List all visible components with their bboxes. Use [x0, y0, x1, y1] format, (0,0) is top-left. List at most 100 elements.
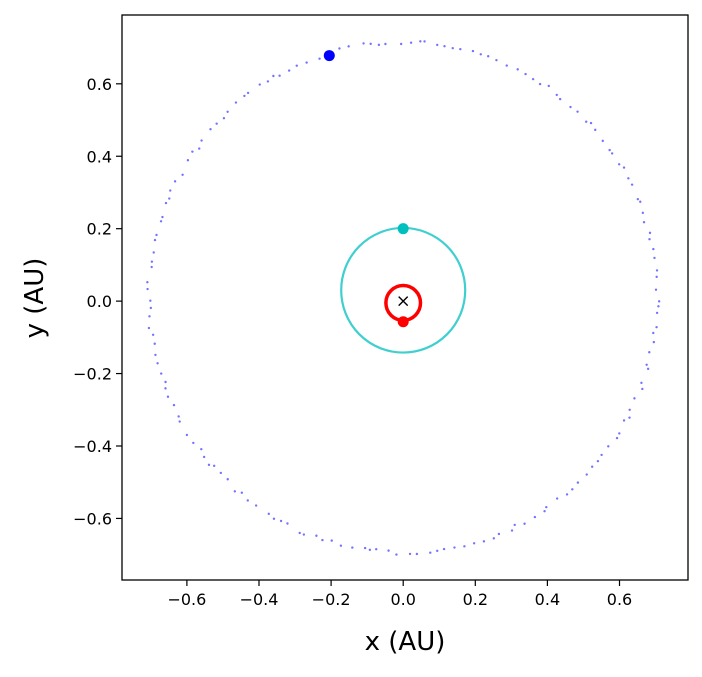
- x-tick-label: 0.0: [390, 590, 415, 609]
- orbit-point: [164, 380, 167, 384]
- x-tick-label: 0.4: [535, 590, 560, 609]
- body-marker: [397, 223, 409, 235]
- orbit-point: [160, 372, 163, 375]
- orbit-point: [258, 83, 261, 86]
- orbit-point: [202, 455, 206, 459]
- orbit-point: [648, 238, 651, 241]
- orbit-point: [200, 447, 203, 451]
- orbit-point: [153, 342, 156, 345]
- orbit-point: [639, 200, 642, 203]
- orbit-point: [513, 523, 516, 527]
- orbit-point: [330, 539, 333, 542]
- orbit-point: [318, 57, 321, 60]
- orbit-point: [286, 522, 289, 525]
- orbit-point: [409, 41, 413, 44]
- orbit-point: [615, 436, 619, 440]
- orbit-point: [495, 58, 498, 62]
- orbit-point: [387, 549, 390, 552]
- orbit-point: [152, 251, 155, 254]
- orbit-point: [148, 315, 151, 318]
- y-tick-label: 0.6: [87, 75, 112, 94]
- orbit-point: [622, 419, 626, 422]
- orbit-point: [149, 299, 152, 302]
- orbit-point: [451, 46, 454, 50]
- orbit-point: [538, 82, 542, 86]
- orbit-point: [657, 300, 661, 303]
- orbit-point: [419, 40, 422, 43]
- orbit-point: [156, 362, 159, 365]
- orbit-point: [655, 311, 659, 315]
- orbit-point: [600, 453, 603, 457]
- orbit-point: [186, 159, 190, 162]
- orbit-point: [617, 163, 621, 166]
- y-tick-label: 0.4: [87, 147, 112, 166]
- body-marker: [397, 316, 409, 328]
- orbit-point: [191, 150, 194, 153]
- orbit-point: [646, 367, 650, 371]
- orbit-point: [198, 147, 201, 150]
- x-axis-label: x (AU): [365, 627, 446, 657]
- orbit-point: [596, 459, 600, 463]
- orbit-point: [408, 552, 412, 556]
- orbit-point: [459, 47, 462, 51]
- orbit-point: [395, 553, 398, 556]
- orbit-point: [212, 464, 216, 468]
- body-marker: [323, 50, 335, 62]
- orbit-point: [610, 152, 614, 155]
- orbit-point: [453, 546, 456, 549]
- orbit-point: [463, 545, 466, 548]
- orbit-point: [168, 197, 171, 200]
- orbit-series-0: [146, 40, 661, 556]
- y-axis-ticks: −0.6 −0.4 −0.2 0.0 0.2 0.4 0.6: [73, 75, 122, 528]
- orbit-point: [487, 55, 490, 58]
- orbit-point: [155, 233, 158, 237]
- orbit-point: [555, 497, 559, 500]
- orbit-point: [164, 201, 168, 205]
- orbit-point: [443, 45, 446, 48]
- orbit-point: [531, 77, 535, 81]
- orbit-point: [628, 408, 631, 411]
- orbit-point: [633, 397, 636, 400]
- orbit-point: [641, 387, 644, 391]
- orbit-point: [240, 491, 244, 494]
- orbit-point: [226, 110, 229, 113]
- orbit-point: [585, 473, 588, 476]
- orbit-point: [589, 121, 593, 125]
- orbit-point: [645, 363, 648, 366]
- orbit-point: [178, 420, 181, 423]
- orbit-point: [627, 177, 630, 180]
- orbit-point: [652, 331, 655, 335]
- x-tick-label: −0.2: [312, 590, 351, 609]
- orbit-point: [192, 441, 195, 445]
- orbit-point: [482, 540, 486, 543]
- orbit-point: [150, 260, 154, 263]
- orbit-point: [159, 220, 163, 223]
- orbit-point: [266, 80, 270, 83]
- orbit-point: [146, 281, 149, 284]
- orbit-point: [161, 215, 164, 219]
- orbit-point: [384, 42, 387, 46]
- orbit-point: [399, 42, 403, 46]
- orbit-point: [641, 211, 645, 215]
- orbit-point: [375, 548, 378, 551]
- orbit-point: [594, 128, 597, 132]
- orbit-point: [547, 84, 550, 88]
- orbit-point: [181, 173, 184, 176]
- orbit-point: [653, 256, 656, 260]
- orbit-point: [576, 481, 580, 484]
- orbit-point: [640, 381, 643, 385]
- orbit-point: [479, 53, 482, 56]
- y-tick-label: −0.6: [73, 509, 112, 528]
- orbit-point: [246, 499, 249, 502]
- orbit-point: [295, 64, 298, 67]
- x-tick-label: 0.2: [463, 590, 488, 609]
- orbit-point: [516, 68, 519, 71]
- orbit-point: [492, 537, 496, 540]
- orbit-point: [233, 490, 237, 493]
- orbit-point: [200, 139, 203, 142]
- orbit-point: [272, 74, 275, 78]
- orbit-point: [153, 238, 157, 242]
- orbit-point: [279, 519, 283, 523]
- orbit-point: [642, 221, 646, 224]
